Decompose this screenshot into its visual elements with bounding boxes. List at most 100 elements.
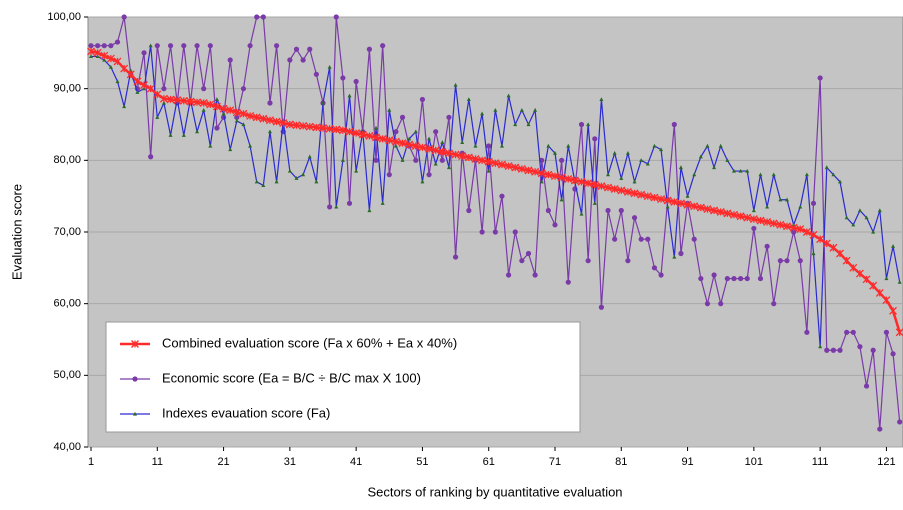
data-point	[407, 136, 412, 141]
data-point	[850, 329, 856, 335]
data-point	[358, 130, 367, 139]
data-point	[590, 180, 599, 189]
data-point	[252, 113, 261, 122]
data-point	[532, 272, 538, 278]
data-point	[544, 170, 553, 179]
x-tick-label: 61	[483, 456, 495, 468]
data-point	[433, 129, 439, 135]
data-point	[194, 43, 200, 49]
legend-label: Combined evaluation score (Fa x 60% + Ea…	[162, 335, 457, 350]
data-point	[519, 107, 524, 112]
data-point	[367, 208, 372, 213]
data-point	[862, 275, 871, 284]
y-tick-label: 50,00	[53, 369, 81, 381]
data-point	[630, 189, 639, 198]
data-point	[705, 143, 710, 148]
data-point	[154, 43, 160, 49]
data-point	[564, 175, 573, 183]
data-point	[798, 204, 803, 209]
data-point	[413, 129, 418, 134]
data-point	[612, 150, 617, 155]
data-point	[632, 179, 637, 184]
data-point	[301, 172, 306, 177]
data-point	[738, 168, 743, 173]
data-point	[683, 200, 692, 209]
data-point	[385, 136, 394, 145]
data-point	[712, 165, 717, 170]
data-point	[545, 207, 551, 214]
data-point	[327, 64, 332, 69]
data-point	[619, 176, 624, 180]
data-point	[783, 222, 791, 231]
data-point	[346, 200, 353, 206]
data-point	[796, 225, 805, 234]
data-point	[433, 161, 438, 166]
data-point	[553, 150, 557, 155]
data-point	[810, 200, 817, 206]
data-point	[413, 157, 419, 163]
data-point	[546, 143, 551, 148]
data-point	[659, 147, 664, 152]
data-point	[400, 158, 405, 162]
data-point	[153, 90, 162, 99]
data-point	[88, 43, 94, 49]
data-point	[113, 57, 122, 66]
data-point	[272, 117, 281, 126]
x-tick-label: 11	[152, 456, 163, 468]
data-point	[716, 207, 725, 216]
data-point	[499, 193, 505, 199]
data-point	[287, 168, 292, 173]
data-point	[212, 102, 221, 111]
data-point	[228, 147, 233, 152]
data-point	[524, 166, 533, 175]
data-point	[831, 172, 836, 177]
data-point	[777, 258, 783, 264]
data-point	[146, 84, 155, 93]
data-point	[338, 126, 347, 135]
data-point	[221, 111, 226, 116]
data-point	[254, 14, 260, 20]
data-point	[427, 136, 432, 141]
data-point	[100, 51, 109, 60]
data-point	[612, 236, 618, 242]
data-point	[374, 125, 379, 130]
data-point	[193, 98, 202, 107]
data-point	[883, 329, 890, 335]
data-point	[199, 99, 208, 107]
data-point	[446, 114, 452, 120]
data-point	[167, 43, 174, 49]
data-point	[126, 70, 135, 79]
data-point	[340, 75, 346, 81]
data-point	[214, 125, 220, 131]
data-point	[492, 229, 498, 235]
data-point	[785, 197, 789, 202]
data-point	[849, 263, 858, 272]
x-axis-label: Sectors of ranking by quantitative evalu…	[367, 484, 622, 499]
data-point	[155, 115, 160, 119]
data-point	[882, 296, 891, 305]
data-point	[471, 154, 480, 163]
data-point	[186, 97, 195, 106]
data-point	[279, 119, 288, 128]
data-point	[771, 301, 777, 307]
data-point	[864, 215, 869, 220]
data-point	[606, 172, 611, 177]
data-point	[135, 90, 140, 94]
data-point	[240, 86, 247, 92]
data-point	[776, 220, 785, 229]
data-point	[353, 78, 359, 85]
data-point	[797, 258, 803, 264]
data-point	[121, 14, 127, 20]
data-point	[551, 172, 559, 181]
data-point	[106, 54, 115, 63]
data-point	[431, 146, 440, 155]
data-point	[869, 281, 878, 290]
data-point	[393, 143, 398, 148]
data-point	[645, 161, 650, 166]
data-point	[789, 223, 798, 232]
y-tick-label: 70,00	[53, 226, 81, 238]
data-point	[676, 199, 685, 208]
data-point	[292, 121, 301, 130]
data-point	[625, 258, 631, 264]
data-point	[239, 109, 248, 118]
